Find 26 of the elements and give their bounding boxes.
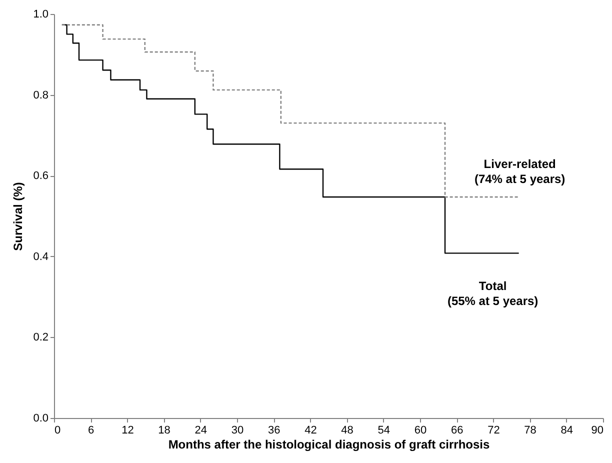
x-tick-label: 18: [158, 424, 170, 436]
y-tick-label: 1.0: [33, 8, 48, 20]
x-tick-label: 6: [88, 424, 94, 436]
y-tick-label: 0.0: [33, 412, 48, 424]
x-tick-label: 48: [341, 424, 354, 436]
x-tick-label: 54: [378, 424, 390, 436]
x-tick-label: 60: [414, 424, 427, 436]
x-tick-label: 84: [560, 424, 574, 436]
x-tick-label: 78: [524, 424, 536, 436]
x-tick-label: 42: [304, 424, 317, 436]
x-tick-label: 0: [54, 424, 61, 436]
x-tick-label: 66: [450, 424, 464, 436]
x-tick-label: 90: [591, 424, 604, 436]
series-label: Liver-related (74% at 5 years): [474, 157, 566, 186]
text: Total (55% at 5 years): [447, 279, 538, 308]
x-tick-label: 72: [488, 424, 500, 436]
y-tick-label: 0.4: [33, 250, 48, 263]
y-tick-label: 0.8: [33, 89, 48, 102]
y-tick-label: 0.2: [33, 332, 48, 344]
x-tick-label: 12: [122, 424, 134, 436]
y-axis-title: Survival (%): [11, 182, 26, 251]
x-tick-label: 30: [231, 424, 244, 436]
x-axis-title: Months after the histological diagnosis of graft cirrhosis: [168, 438, 490, 452]
y-tick-label: 0.6: [33, 170, 48, 182]
x-tick-label: 24: [194, 424, 208, 436]
x-tick-label: 36: [268, 424, 280, 436]
